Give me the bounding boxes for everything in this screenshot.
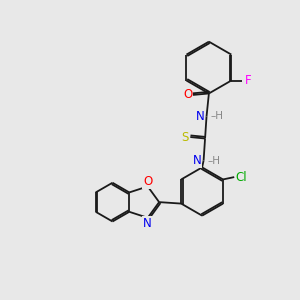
Text: F: F xyxy=(245,74,251,87)
Text: N: N xyxy=(196,110,204,123)
Text: N: N xyxy=(193,154,202,167)
Text: –H: –H xyxy=(210,111,223,122)
Text: O: O xyxy=(183,88,192,101)
Text: Cl: Cl xyxy=(236,171,247,184)
Text: O: O xyxy=(143,175,152,188)
Text: N: N xyxy=(143,217,152,230)
Text: S: S xyxy=(182,130,189,143)
Text: –H: –H xyxy=(207,156,220,166)
